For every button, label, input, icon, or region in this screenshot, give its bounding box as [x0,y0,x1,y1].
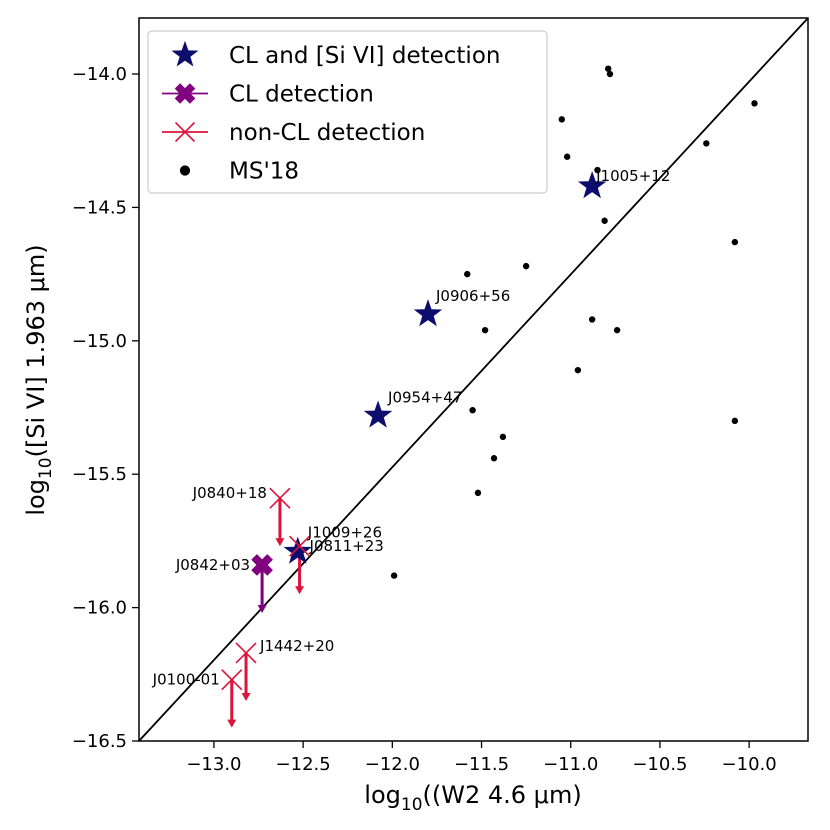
legend-marker [179,165,191,176]
ms18-point [751,100,758,107]
legend-label: CL detection [229,82,374,108]
ms18-point [574,366,582,374]
point-annotation: J0954+47 [387,389,462,407]
point-annotation: J0811+23 [309,537,384,555]
x-tick-label: −13.0 [186,754,241,775]
y-tick-label: −14.0 [72,64,127,85]
legend-marker [174,121,196,143]
ms18-point [613,326,621,334]
star-point [363,400,393,428]
legend: CL and [Si VI] detection CL detection non-… [147,30,548,194]
y-tick-label: −16.5 [72,731,127,752]
legend-marker [171,40,199,67]
x-tick-label: −12.0 [365,754,420,775]
ms18-point [464,270,471,278]
upper-limit-arrow [227,679,237,728]
star-point [577,171,607,199]
point-annotation: J1442+20 [259,637,334,655]
x-point [235,642,257,664]
y-tick-label: −14.5 [72,197,127,218]
ms18-point [588,316,596,323]
upper-limit-arrow [257,564,267,613]
ms18-point [594,166,601,174]
ms18-point [490,455,498,462]
star-point [283,536,313,564]
ms18-point [522,262,530,270]
x-tick-label: −12.5 [276,754,331,775]
x-point [288,535,311,557]
legend-entry: CL and [Si VI] detection [171,40,500,69]
ms18-point [601,217,608,224]
y-axis: −16.5 −16.0 −15.5 −15.0 −14.5 −14.0 [72,64,139,752]
plot-area [139,18,808,741]
y-tick-label: −15.0 [72,331,127,352]
legend-label: CL and [Si VI] detection [229,43,500,69]
ms18-point [390,572,398,579]
legend-label: non-CL detection [229,120,425,146]
x-point [221,669,243,691]
ms18-point [606,70,614,78]
legend-box [147,30,548,194]
point-annotation: J0842+03 [175,556,250,574]
legend-entry: MS'18 [179,159,299,185]
one-to-one-line [139,18,808,741]
point-annotation: J1005+12 [595,167,670,185]
ms18-point [604,65,612,72]
upper-limit-arrow [275,498,285,547]
plot-frame [138,17,809,742]
ms18-point [499,433,507,441]
ms18-point [563,153,571,160]
legend-marker [174,83,196,104]
y-axis-label: log10([Si VI] 1.963 μm) [22,244,56,515]
x-axis-label: log10((W2 4.6 μm) [364,781,581,815]
y-tick-label: −15.5 [72,464,127,485]
upper-limit-arrow [241,652,251,701]
filled-x-point [251,554,273,576]
y-tick-label: −16.0 [72,598,127,619]
x-tick-label: −11.0 [543,754,598,775]
ms18-point [469,406,476,414]
ms18-point [474,489,482,497]
point-annotation: J0100-01 [152,671,220,689]
x-point [269,487,291,509]
ms18-point [731,417,739,425]
point-annotation: J0906+56 [435,287,510,305]
legend-entry: CL detection [162,82,374,108]
legend-entry: non-CL detection [162,120,425,146]
x-axis: −13.0 −12.5 −12.0 −11.5 −11.0 −10.5 −10.0 [186,741,777,775]
ms18-point [558,116,566,123]
x-tick-label: −10.5 [632,754,687,775]
legend-label: MS'18 [229,159,299,185]
x-tick-label: −11.5 [454,754,509,775]
ms18-point [731,238,739,246]
x-tick-label: −10.0 [722,754,777,775]
ms18-point [703,140,710,147]
ms18-point [481,326,489,334]
point-annotation: J0840+18 [192,484,267,502]
star-point [413,299,443,327]
point-annotation: J1009+26 [307,524,382,542]
